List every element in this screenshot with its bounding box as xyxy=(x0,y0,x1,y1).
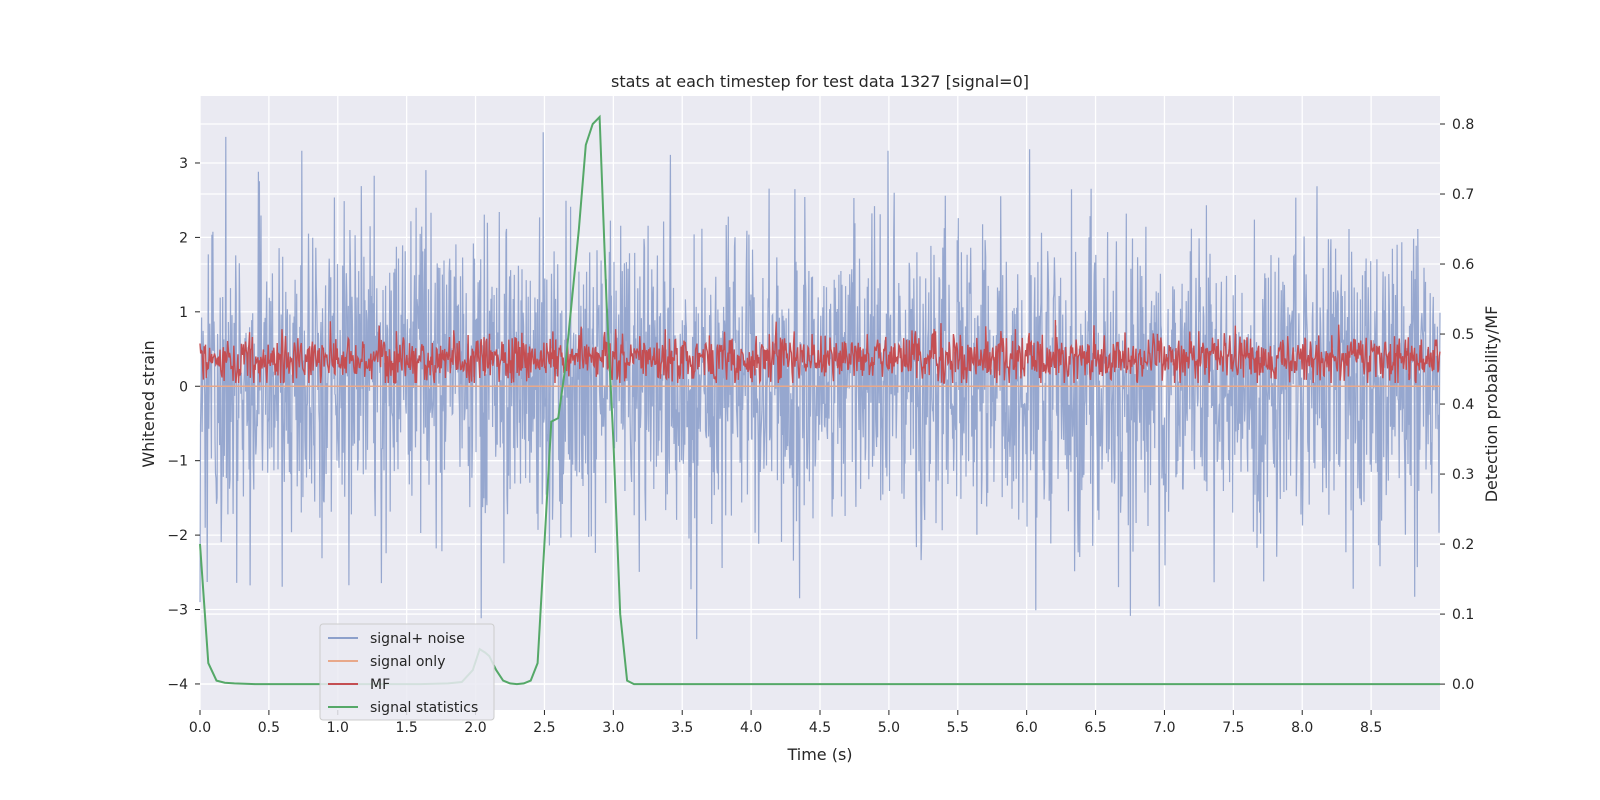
y-tick-label-3: 0 xyxy=(179,379,188,395)
y-tick-label-6: −3 xyxy=(167,603,188,619)
y-right-tick-label-6: 0.2 xyxy=(1452,537,1474,553)
legend-box xyxy=(319,623,495,721)
x-axis-ticks: 0.0 0.5 1.0 1.5 2.0 2.5 3.0 3.5 4.0 4.5 5.0 5.5 6.0 6… xyxy=(189,710,1382,736)
x-tick-label-4: 2.0 xyxy=(464,720,486,736)
y-tick-label-7: −4 xyxy=(167,677,188,693)
y-right-axis-ticks: 0.8 0.7 0.6 0.5 0.4 0.3 0.2 0.1 0.0 xyxy=(1440,117,1474,693)
y-right-tick-label-0: 0.8 xyxy=(1452,117,1474,133)
x-tick-label-13: 6.5 xyxy=(1084,720,1106,736)
x-tick-label-7: 3.5 xyxy=(671,720,693,736)
y-right-tick-label-8: 0.0 xyxy=(1452,677,1474,693)
x-tick-label-1: 0.5 xyxy=(258,720,280,736)
chart-title: stats at each timestep for test data 132… xyxy=(611,72,1029,91)
y-tick-label-2: 1 xyxy=(179,305,188,321)
x-tick-label-5: 2.5 xyxy=(533,720,555,736)
y-tick-label-0: 3 xyxy=(179,156,188,172)
y-right-tick-label-2: 0.6 xyxy=(1452,257,1474,273)
x-tick-label-8: 4.0 xyxy=(740,720,762,736)
x-tick-label-14: 7.0 xyxy=(1153,720,1175,736)
y-tick-label-5: −2 xyxy=(167,528,188,544)
legend-label-signal-only: signal only xyxy=(370,654,445,670)
x-tick-label-10: 5.0 xyxy=(878,720,900,736)
y-right-tick-label-5: 0.3 xyxy=(1452,467,1474,483)
x-tick-label-2: 1.0 xyxy=(327,720,349,736)
x-axis-label: Time (s) xyxy=(786,745,852,764)
x-tick-label-11: 5.5 xyxy=(947,720,969,736)
x-tick-label-3: 1.5 xyxy=(396,720,418,736)
x-tick-label-17: 8.5 xyxy=(1360,720,1382,736)
series-mf xyxy=(199,319,1441,385)
x-tick-label-16: 8.0 xyxy=(1291,720,1313,736)
y-axis-ticks: 3 2 1 0 −1 −2 −3 −4 xyxy=(167,156,200,693)
legend-label-signal-noise: signal+ noise xyxy=(370,631,465,647)
y-tick-label-4: −1 xyxy=(167,454,188,470)
y-right-tick-label-1: 0.7 xyxy=(1452,187,1474,203)
mf-line xyxy=(199,319,1441,385)
x-tick-label-0: 0.0 xyxy=(189,720,211,736)
y-right-tick-label-3: 0.5 xyxy=(1452,327,1474,343)
y-right-axis-label: Detection probability/MF xyxy=(1482,306,1501,503)
y-right-tick-label-7: 0.1 xyxy=(1452,607,1474,623)
legend-label-signal-statistics: signal statistics xyxy=(370,700,478,716)
legend-label-mf: MF xyxy=(370,677,390,693)
y-tick-label-1: 2 xyxy=(179,230,188,246)
x-tick-label-9: 4.5 xyxy=(809,720,831,736)
x-tick-label-12: 6.0 xyxy=(1016,720,1038,736)
x-tick-label-6: 3.0 xyxy=(602,720,624,736)
y-right-tick-label-4: 0.4 xyxy=(1452,397,1474,413)
y-axis-label: Whitened strain xyxy=(139,340,158,467)
x-tick-label-15: 7.5 xyxy=(1222,720,1244,736)
legend: signal+ noise signal only MF signal stat… xyxy=(319,623,495,721)
